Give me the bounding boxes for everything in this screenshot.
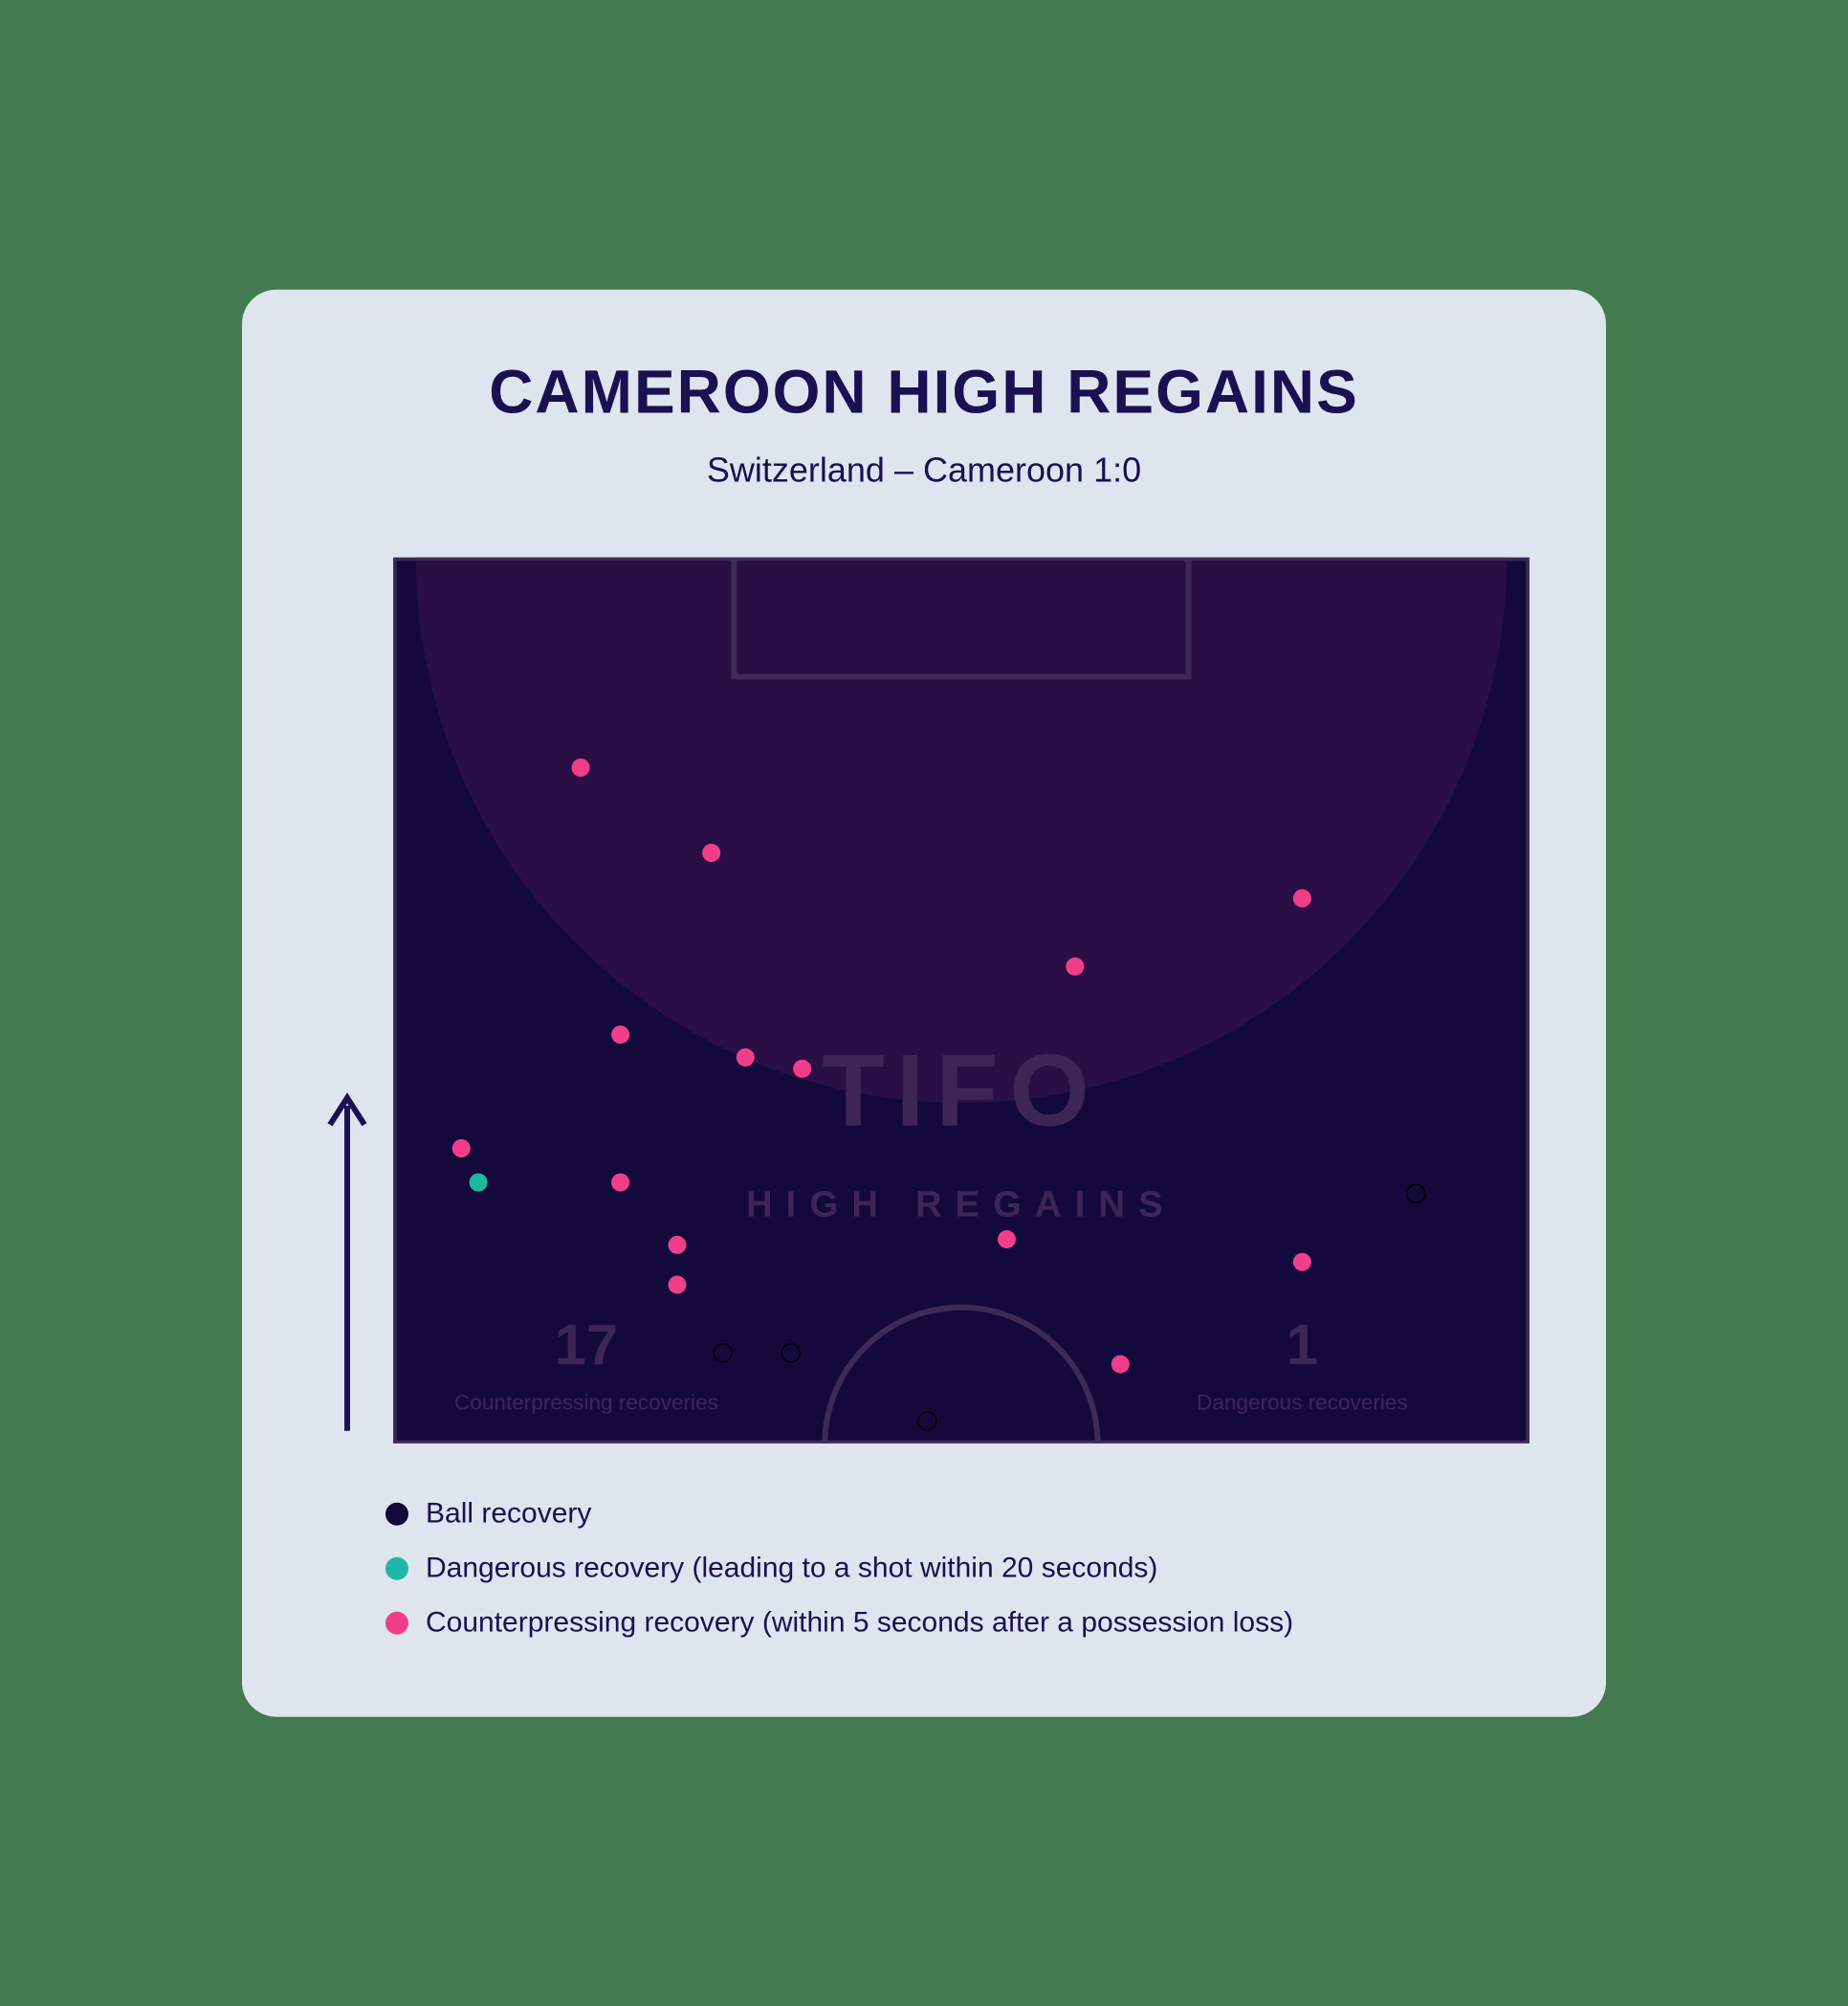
chart-card: CAMEROON HIGH REGAINS Switzerland – Came… xyxy=(242,289,1606,1717)
legend-item: Ball recovery xyxy=(385,1487,1529,1541)
chart-subtitle: Switzerland – Cameroon 1:0 xyxy=(319,450,1529,490)
marker-counterpressing xyxy=(702,844,720,862)
marker-dangerous xyxy=(470,1173,488,1191)
marker-counterpressing xyxy=(1293,889,1311,907)
legend-label: Ball recovery xyxy=(426,1487,591,1541)
direction-arrow-col xyxy=(319,557,376,1448)
pitch-wrap: TIFO HIGH REGAINS 17 Counterpressing recove… xyxy=(393,557,1529,1448)
marker-counterpressing xyxy=(998,1229,1016,1247)
stat-label-0: Counterpressing recoveries xyxy=(454,1390,718,1414)
marker-counterpressing xyxy=(669,1235,687,1253)
marker-counterpressing xyxy=(1293,1252,1311,1270)
legend-item: Dangerous recovery (leading to a shot wi… xyxy=(385,1541,1529,1596)
marker-counterpressing xyxy=(611,1025,629,1044)
legend-dot-icon xyxy=(385,1556,408,1579)
marker-counterpressing xyxy=(737,1047,755,1066)
stat-label-1: Dangerous recoveries xyxy=(1197,1390,1408,1414)
legend-dot-icon xyxy=(385,1502,408,1525)
marker-counterpressing xyxy=(1111,1355,1130,1373)
marker-counterpressing xyxy=(452,1138,471,1157)
stat-value-0: 17 xyxy=(555,1312,618,1377)
chart-title: CAMEROON HIGH REGAINS xyxy=(319,356,1529,427)
legend: Ball recoveryDangerous recovery (leading… xyxy=(319,1487,1529,1650)
watermark-main: TIFO xyxy=(823,1032,1101,1147)
watermark-sub: HIGH REGAINS xyxy=(746,1184,1177,1224)
legend-item: Counterpressing recovery (within 5 secon… xyxy=(385,1596,1529,1650)
marker-counterpressing xyxy=(669,1275,687,1293)
marker-ball_recovery xyxy=(918,1412,936,1430)
marker-counterpressing xyxy=(1066,957,1084,975)
marker-counterpressing xyxy=(572,758,590,776)
stat-value-1: 1 xyxy=(1287,1312,1318,1377)
marker-counterpressing xyxy=(611,1173,629,1191)
pitch-chart: TIFO HIGH REGAINS 17 Counterpressing recove… xyxy=(393,557,1529,1444)
marker-ball_recovery xyxy=(781,1343,800,1361)
plot-row: TIFO HIGH REGAINS 17 Counterpressing recove… xyxy=(319,557,1529,1448)
legend-label: Dangerous recovery (leading to a shot wi… xyxy=(426,1541,1157,1596)
marker-ball_recovery xyxy=(1407,1184,1425,1202)
marker-ball_recovery xyxy=(714,1343,732,1361)
direction-arrow-icon xyxy=(319,1087,376,1441)
legend-label: Counterpressing recovery (within 5 secon… xyxy=(426,1596,1293,1650)
marker-counterpressing xyxy=(793,1059,811,1077)
legend-dot-icon xyxy=(385,1611,408,1634)
